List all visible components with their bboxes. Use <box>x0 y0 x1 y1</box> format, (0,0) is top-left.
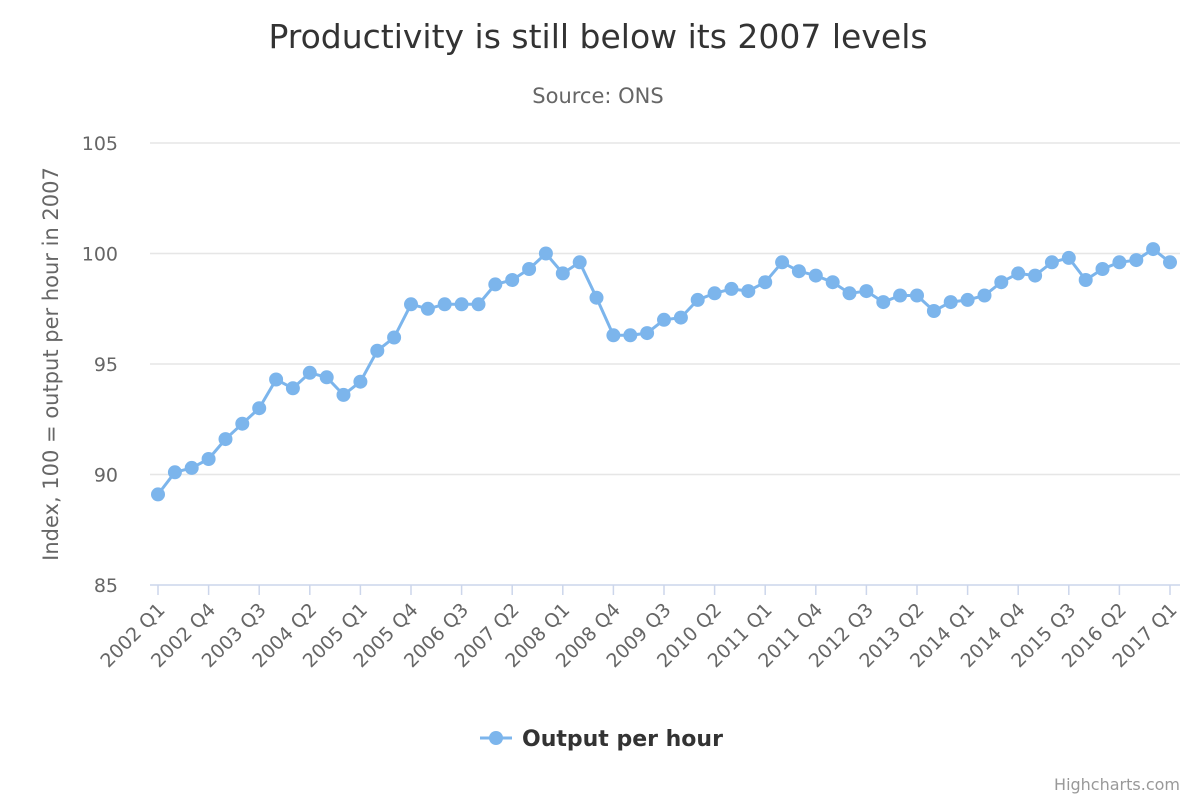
data-point[interactable] <box>1146 242 1161 257</box>
data-point[interactable] <box>471 297 486 312</box>
data-point[interactable] <box>1028 268 1043 283</box>
chart-title: Productivity is still below its 2007 lev… <box>268 17 927 56</box>
data-point[interactable] <box>842 286 857 301</box>
data-point[interactable] <box>1044 255 1059 270</box>
y-axis-ticks: 85 90 95 100 105 <box>82 133 118 597</box>
data-point[interactable] <box>1078 273 1093 287</box>
data-point[interactable] <box>454 297 469 312</box>
data-point[interactable] <box>1011 266 1026 281</box>
data-point[interactable] <box>285 381 300 396</box>
y-tick-label: 105 <box>82 133 118 155</box>
data-point[interactable] <box>505 273 520 287</box>
data-point[interactable] <box>218 432 233 447</box>
data-point[interactable] <box>1061 250 1076 265</box>
data-point[interactable] <box>538 246 553 261</box>
data-point[interactable] <box>741 284 756 299</box>
data-point[interactable] <box>420 301 435 316</box>
data-point[interactable] <box>269 372 284 387</box>
y-tick-label: 90 <box>94 465 118 487</box>
data-point[interactable] <box>926 304 941 318</box>
data-point[interactable] <box>690 292 705 307</box>
data-point[interactable] <box>404 297 418 312</box>
data-point[interactable] <box>1112 255 1127 270</box>
data-point[interactable] <box>808 268 823 283</box>
data-point[interactable] <box>437 297 452 312</box>
data-point[interactable] <box>910 288 924 303</box>
data-point[interactable] <box>555 266 570 281</box>
data-point[interactable] <box>488 277 503 292</box>
data-point[interactable] <box>319 370 334 385</box>
data-point[interactable] <box>1129 253 1144 268</box>
data-point[interactable] <box>235 416 250 431</box>
data-point[interactable] <box>1095 262 1110 276</box>
data-point[interactable] <box>589 290 604 305</box>
data-point[interactable] <box>893 288 908 303</box>
data-point[interactable] <box>572 255 587 270</box>
data-point[interactable] <box>167 465 182 480</box>
data-point[interactable] <box>791 264 806 279</box>
data-point[interactable] <box>336 387 351 402</box>
legend[interactable]: Output per hour <box>480 727 723 752</box>
y-tick-label: 100 <box>82 244 118 266</box>
legend-label[interactable]: Output per hour <box>522 727 723 752</box>
data-point[interactable] <box>775 255 790 270</box>
data-point[interactable] <box>606 328 621 343</box>
data-point[interactable] <box>184 460 199 475</box>
y-axis-label: Index, 100 = output per hour in 2007 <box>39 167 63 561</box>
data-point[interactable] <box>387 330 402 345</box>
chart-subtitle: Source: ONS <box>532 84 663 108</box>
data-point[interactable] <box>758 275 773 290</box>
y-gridlines <box>150 142 1180 476</box>
data-point[interactable] <box>353 374 368 389</box>
data-point[interactable] <box>1163 255 1177 270</box>
data-point[interactable] <box>252 401 267 416</box>
data-point[interactable] <box>960 292 975 307</box>
data-point[interactable] <box>640 326 655 341</box>
data-point[interactable] <box>994 275 1009 290</box>
data-point[interactable] <box>673 310 688 325</box>
data-point[interactable] <box>876 295 891 310</box>
data-point[interactable] <box>943 295 958 310</box>
data-point[interactable] <box>977 288 992 303</box>
data-point[interactable] <box>151 487 165 502</box>
data-point[interactable] <box>370 343 385 358</box>
legend-point-marker <box>489 731 503 745</box>
y-tick-label: 95 <box>94 354 118 376</box>
data-point[interactable] <box>707 286 722 301</box>
credits-link[interactable]: Highcharts.com <box>1054 775 1180 794</box>
data-point[interactable] <box>657 312 671 327</box>
data-point[interactable] <box>623 328 638 343</box>
data-point[interactable] <box>724 281 739 296</box>
y-tick-label: 85 <box>94 575 118 597</box>
data-point[interactable] <box>522 262 537 276</box>
series-output-per-hour[interactable] <box>151 242 1177 502</box>
data-point[interactable] <box>201 452 216 466</box>
data-point[interactable] <box>859 284 874 299</box>
data-point[interactable] <box>302 365 317 380</box>
data-point[interactable] <box>825 275 840 290</box>
